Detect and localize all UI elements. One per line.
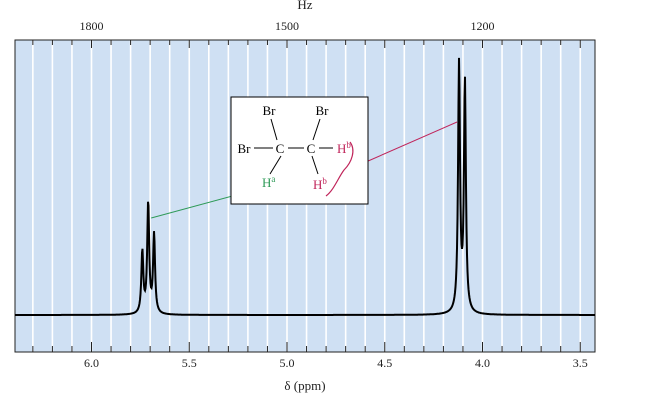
top-tick-label: 1200	[471, 19, 495, 33]
bromine-left: Br	[238, 141, 252, 156]
x-axis-title: δ (ppm)	[284, 378, 325, 393]
x-tick-label: 4.0	[475, 356, 490, 370]
x-axis-ticks	[32, 342, 581, 352]
hydrogen-b-right: Hb	[337, 140, 351, 156]
top-axis-tick-labels: 1800 1500 1200	[80, 19, 495, 33]
top-axis-ticks	[32, 40, 581, 48]
bond-cr-hb-down	[311, 155, 319, 175]
bond-cl-ha	[269, 155, 282, 175]
top-tick-label: 1800	[80, 19, 104, 33]
x-tick-label: 3.5	[573, 356, 588, 370]
bromine-top-right: Br	[316, 103, 330, 118]
x-tick-label: 6.0	[84, 356, 99, 370]
hydrogen-b-bottom: Hb	[313, 176, 327, 192]
spectrum-line	[15, 57, 595, 316]
carbon-right: C	[307, 141, 316, 156]
x-axis-tick-labels: 6.0 5.5 5.0 4.5 4.0 3.5	[84, 356, 588, 370]
x-tick-label: 5.5	[182, 356, 197, 370]
bond-cr-br-top	[312, 118, 321, 141]
hydrogen-a: Ha	[262, 174, 275, 190]
bond-cl-br-top	[270, 118, 278, 141]
x-tick-label: 4.5	[377, 356, 392, 370]
carbon-left: C	[276, 141, 285, 156]
plot-frame	[14, 39, 596, 353]
x-tick-label: 5.0	[280, 356, 295, 370]
bromine-top-left: Br	[263, 103, 277, 118]
top-axis-label: Hz	[297, 0, 312, 12]
molecule-box	[230, 96, 369, 205]
molecule-structure: Br Br Br C C Hb Ha Hb	[230, 96, 369, 205]
equivalence-bracket	[325, 141, 354, 197]
top-tick-label: 1500	[275, 19, 299, 33]
